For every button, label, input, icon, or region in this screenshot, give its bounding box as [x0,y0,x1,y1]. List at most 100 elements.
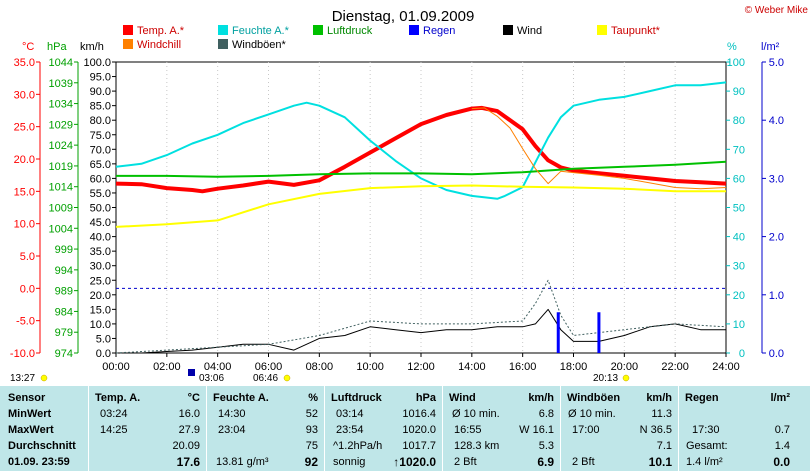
x-tick-label: 06:00 [255,361,283,373]
pressure-avg: 1017.7 [402,440,436,452]
rain-tick-label: 5.0 [769,57,784,69]
kmh-tick-label: 35.0 [90,246,111,258]
humidity-current: 92 [304,455,318,469]
row-label-max: MaxWert [8,424,54,436]
celsius-tick-label: 5.0 [20,251,35,263]
sun-icon [40,374,48,382]
temp-max: 27.9 [178,424,200,436]
temp-header: Temp. A. [95,392,141,404]
legend-swatch [313,25,323,35]
percent-tick-label: 20 [733,290,745,302]
legend-label: Temp. A.* [137,25,185,37]
x-tick-label: 24:00 [712,361,740,373]
series-taupunkt [115,184,726,228]
pressure-weather: sonnig [333,456,366,468]
gusts-header: Windböen [567,392,621,404]
hpa-tick-label: 999 [55,244,73,256]
pressure-unit: hPa [415,392,436,404]
percent-tick-label: 30 [733,261,745,273]
hpa-tick-label: 1004 [49,223,73,235]
rain-today: 1.4 l/m² [686,456,723,468]
pressure-min: 1016.4 [402,408,436,420]
hpa-tick-label: 1039 [49,78,73,90]
wind-max: W 16.1 [519,424,554,436]
row-label-current: 01.09. 23:59 [8,456,70,468]
percent-tick-label: 90 [733,86,745,98]
gusts-max: N 36.5 [639,424,672,436]
row-label-sensor: Sensor [8,392,46,404]
kmh-tick-label: 55.0 [90,188,111,200]
legend-label: Feuchte A.* [232,25,290,37]
kmh-tick-label: 25.0 [90,275,111,287]
percent-tick-label: 60 [733,173,745,185]
legend-swatch [218,25,228,35]
chart-title: Dienstag, 01.09.2009 [332,8,475,25]
wind-bft: 2 Bft [454,456,477,468]
celsius-tick-label: -10.0 [10,348,35,360]
temp-min: 16.0 [178,408,200,420]
gusts-avg10: 11.3 [651,408,672,420]
kmh-tick-label: 40.0 [90,232,111,244]
kmh-tick-label: 75.0 [90,130,111,142]
rain-total-label: Gesamt: [686,440,728,452]
kmh-tick-label: 100.0 [83,57,111,69]
rain-tick-label: 2.0 [769,232,784,244]
rain-header: Regen [685,392,719,404]
wind-avg: 5.3 [538,440,554,452]
wind-distance: 128.3 km [454,440,500,452]
x-tick-label: 08:00 [306,361,334,373]
temp-unit: °C [187,392,200,404]
wind-avg10: 6.8 [538,408,554,420]
row-label-avg: Durchschnitt [8,440,76,452]
legend-label: Regen [423,25,455,37]
sunset-icon [283,374,291,382]
percent-tick-label: 50 [733,203,745,215]
humidity-min: 52 [305,408,318,420]
humidity-header: Feuchte A. [213,392,269,404]
percent-tick-label: 40 [733,232,745,244]
pressure-header: Luftdruck [331,392,382,404]
x-tick-label: 00:00 [102,361,130,373]
legend-label: Taupunkt* [611,25,661,37]
rain-current: 0.0 [773,455,790,469]
temp-current: 17.6 [176,455,200,469]
wind-avg10-label: Ø 10 min. [452,408,500,420]
hpa-tick-label: 1014 [49,182,73,194]
hpa-tick-label: 1034 [49,99,73,111]
celsius-tick-label: 25.0 [14,122,35,134]
humidity-abs: 13.81 g/m³ [216,456,269,468]
legend-swatch [123,39,133,49]
percent-tick-label: 100 [727,57,745,69]
unit-rain: l/m² [761,41,780,53]
legend-swatch [218,39,228,49]
celsius-tick-label: 30.0 [14,89,35,101]
x-tick-label: 22:00 [661,361,689,373]
rain-unit: l/m² [770,392,790,404]
legend-label: Windchill [137,39,181,51]
pressure-max-time: 23:54 [336,424,364,436]
temp-max-time: 14:25 [100,424,128,436]
hpa-tick-label: 979 [55,327,73,339]
rain-tick-label: 0.0 [769,348,784,360]
humidity-unit: % [308,392,318,404]
series-feuchte-a [115,81,727,200]
legend-swatch [597,25,607,35]
hpa-tick-label: 984 [55,306,73,318]
legend-swatch [123,25,133,35]
x-tick-label: 14:00 [458,361,486,373]
x-tick-label: 12:00 [407,361,435,373]
legend-label: Wind [517,25,542,37]
wind-current: 6.9 [537,455,554,469]
humidity-max: 93 [305,424,318,436]
x-tick-label: 16:00 [509,361,537,373]
unit-celsius: °C [22,41,34,53]
humidity-min-time: 14:30 [218,408,246,420]
celsius-tick-label: 35.0 [14,57,35,69]
kmh-tick-label: 95.0 [90,72,111,84]
hpa-tick-label: 1019 [49,161,73,173]
kmh-tick-label: 45.0 [90,217,111,229]
celsius-tick-label: -5.0 [16,316,35,328]
wind-max-time: 16:55 [454,424,482,436]
kmh-tick-label: 15.0 [90,304,111,316]
x-tick-label: 04:00 [204,361,232,373]
